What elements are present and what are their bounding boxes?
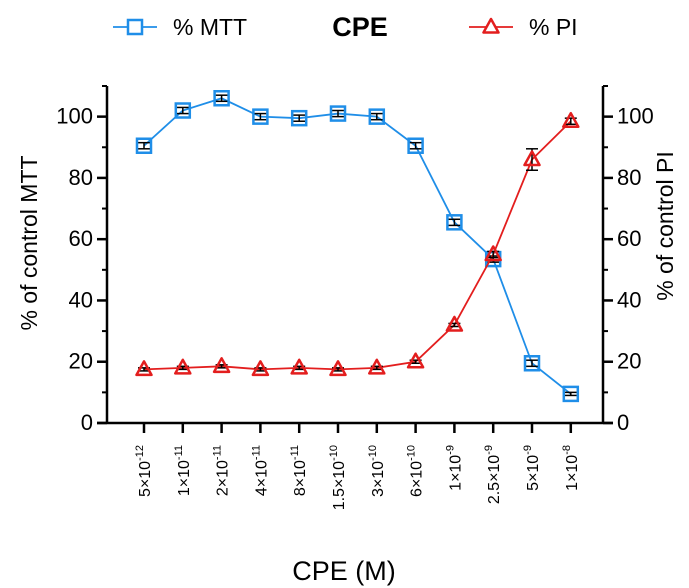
y-tick-label-right: 60	[617, 226, 641, 251]
y-tick-label-left: 40	[69, 287, 93, 312]
x-tick-label: 1.5×10-10	[328, 445, 348, 510]
data-point-triangle	[523, 150, 541, 167]
x-tick-label: 6×10-10	[406, 445, 426, 497]
y-tick-label-left: 20	[69, 349, 93, 374]
x-tick-label: 5×10-12	[134, 445, 154, 497]
data-point-triangle	[562, 111, 580, 128]
series-mtt	[135, 90, 580, 403]
legend-item: % PI	[469, 14, 578, 40]
data-point-square	[523, 355, 541, 372]
data-point-triangle	[484, 245, 502, 262]
y-tick-label-right: 0	[617, 410, 629, 435]
y-tick-label-left: 60	[69, 226, 93, 251]
legend: % MTT % PI	[113, 14, 578, 40]
x-tick-label: 2.5×10-9	[483, 445, 503, 504]
x-tick-label: 4×10-11	[250, 445, 270, 496]
data-point-square	[135, 137, 153, 154]
y-axis-label-right: % of control PI	[652, 151, 678, 301]
x-tick-label: 8×10-11	[289, 445, 309, 496]
legend-item: % MTT	[113, 14, 247, 40]
data-point-triangle	[445, 315, 464, 332]
data-point-triangle	[406, 352, 425, 369]
data-point-square	[368, 108, 386, 125]
axes: 0 20 40 60 80 100 0 20 40 60 80 100 5×10-12 1×10-11 2×…	[56, 85, 654, 510]
legend-label: % MTT	[173, 14, 247, 40]
data-point-square	[407, 137, 424, 154]
data-point-triangle	[212, 357, 231, 374]
data-point-square	[562, 385, 580, 403]
y-tick-label-right: 40	[617, 287, 641, 312]
x-tick-label: 5×10-9	[522, 445, 542, 491]
y-tick-label-right: 100	[617, 104, 654, 129]
data-point-triangle	[174, 358, 192, 375]
data-point-square	[252, 108, 269, 125]
legend-marker-triangle	[482, 17, 500, 34]
data-point-square	[329, 105, 347, 122]
y-tick-label-left: 0	[81, 410, 93, 435]
data-point-triangle	[290, 358, 308, 375]
y-tick-label-left: 80	[69, 165, 93, 190]
data-point-square	[213, 90, 230, 107]
data-point-square	[446, 214, 463, 231]
series-line	[143, 97, 572, 395]
x-tick-label: 1×10-11	[173, 445, 193, 496]
y-axis-label-left: % of control MTT	[16, 155, 42, 330]
legend-marker-square	[126, 18, 144, 36]
data-point-square	[174, 102, 192, 119]
data-point-triangle	[251, 360, 270, 377]
data-point-triangle	[368, 358, 386, 375]
data-point-triangle	[329, 360, 347, 377]
x-tick-label: 2×10-11	[212, 445, 232, 496]
legend-label: % PI	[529, 14, 578, 40]
x-tick-label: 1×10-9	[444, 445, 464, 491]
x-tick-label: 1×10-8	[561, 445, 581, 491]
data-point-square	[290, 109, 308, 127]
x-axis-label: CPE (M)	[292, 556, 396, 586]
data-point-triangle	[135, 360, 153, 377]
series-pi	[135, 111, 580, 377]
series-group	[135, 90, 580, 403]
y-tick-label-right: 80	[617, 165, 641, 190]
y-tick-label-left: 100	[56, 104, 93, 129]
series-line	[143, 120, 572, 371]
chart-title: CPE	[332, 12, 388, 42]
y-tick-label-right: 20	[617, 349, 641, 374]
x-tick-label: 3×10-10	[367, 445, 387, 497]
